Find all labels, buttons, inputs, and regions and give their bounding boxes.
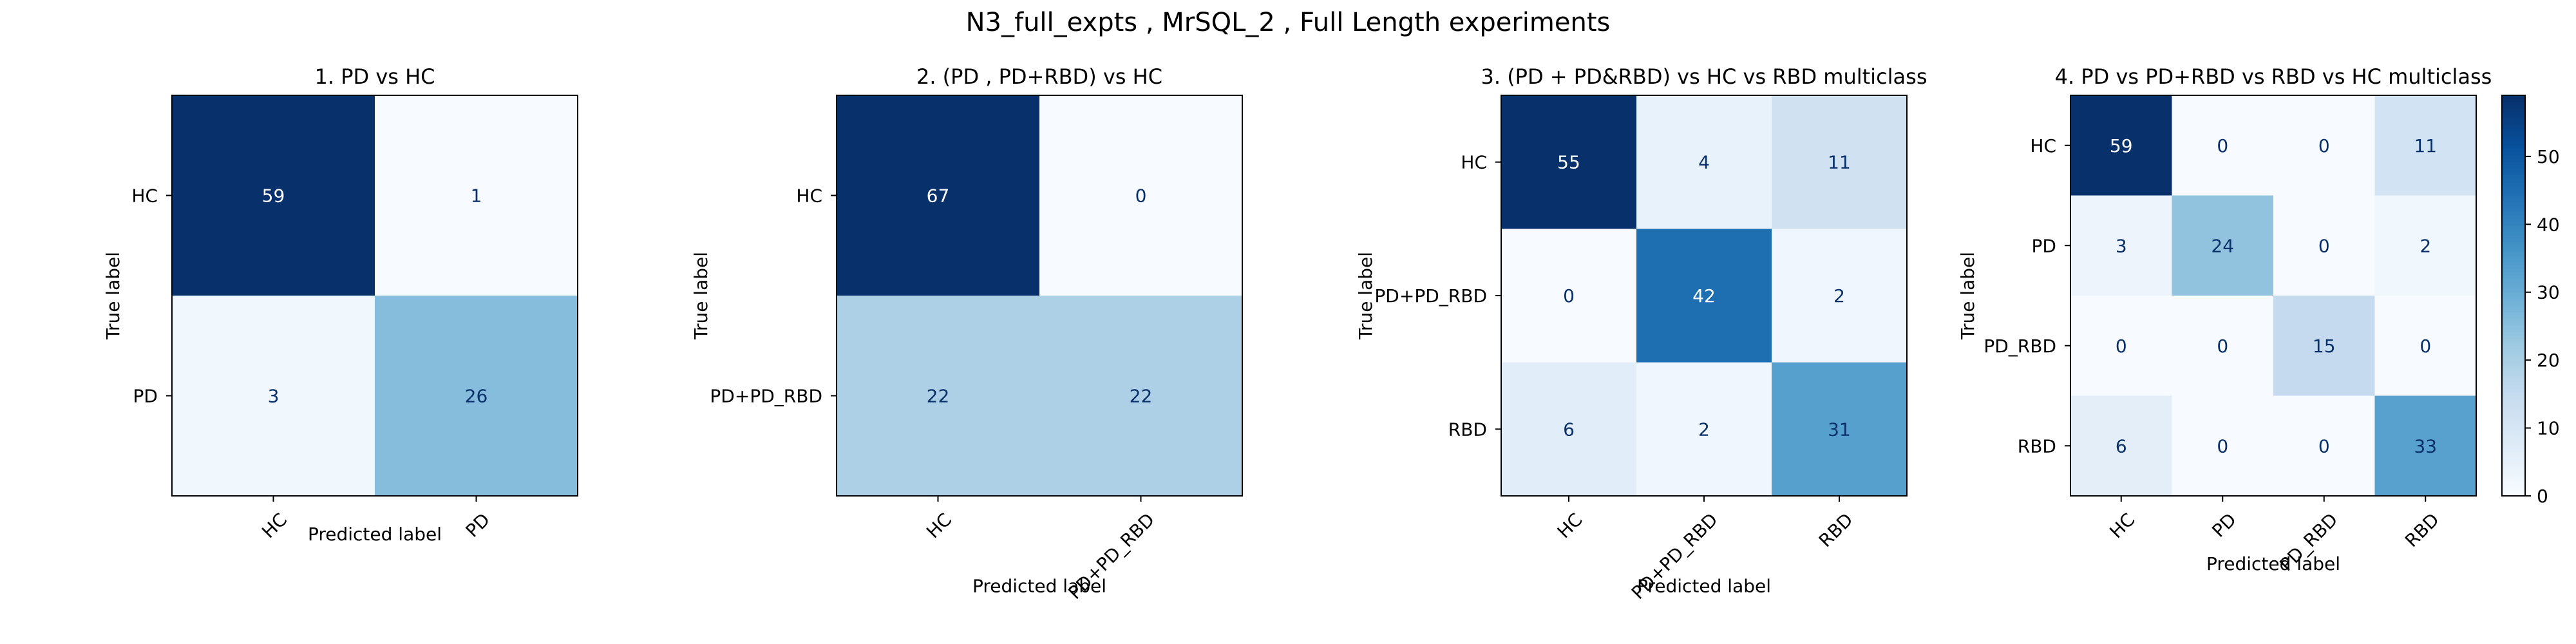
panel-4-value-3-3: 33: [2414, 435, 2437, 457]
panel-2-ytick-label-1: PD+PD_RBD: [710, 386, 822, 407]
panel-4-ylabel: True label: [1957, 252, 1978, 340]
panel-4-title: 4. PD vs PD+RBD vs RBD vs HC multiclass: [2055, 64, 2492, 89]
colorbar-tick-label-2: 20: [2537, 350, 2560, 371]
panel-3-value-0-2: 11: [1828, 152, 1851, 173]
colorbar-tick-label-0: 0: [2537, 486, 2548, 507]
panel-1-xlabel: Predicted label: [308, 524, 442, 545]
panel-4-value-1-1: 24: [2211, 235, 2234, 256]
panel-1-ytick-label-1: PD: [133, 386, 158, 407]
panel-1-title: 1. PD vs HC: [315, 64, 435, 89]
panel-3-ytick-label-0: HC: [1461, 152, 1487, 173]
panel-4-value-0-0: 59: [2110, 135, 2133, 156]
panel-2-ylabel: True label: [690, 252, 712, 340]
panel-3-value-2-1: 2: [1698, 419, 1710, 440]
panel-3-value-0-0: 55: [1557, 152, 1580, 173]
panel-3-value-1-1: 42: [1692, 285, 1716, 307]
panel-4-value-3-0: 6: [2116, 435, 2127, 457]
panel-2-title: 2. (PD , PD+RBD) vs HC: [916, 64, 1162, 89]
panel-3-title: 3. (PD + PD&RBD) vs HC vs RBD multiclass: [1481, 64, 1927, 89]
panel-4-value-3-1: 0: [2217, 435, 2228, 457]
panel-2-value-1-0: 22: [927, 386, 950, 407]
panel-2-ytick-label-0: HC: [796, 185, 822, 207]
panel-4-value-2-0: 0: [2116, 336, 2127, 357]
panel-4-value-2-1: 0: [2217, 336, 2228, 357]
panel-2-value-1-1: 22: [1130, 386, 1153, 407]
panel-1-value-0-1: 1: [471, 185, 482, 207]
panel-4-xlabel: Predicted label: [2206, 553, 2340, 574]
colorbar-tick-label-3: 30: [2537, 282, 2560, 303]
colorbar-tick-label-1: 10: [2537, 418, 2560, 439]
panel-3-value-2-2: 31: [1828, 419, 1851, 440]
panel-3-ylabel: True label: [1355, 252, 1376, 340]
panel-1-ylabel: True label: [102, 252, 124, 340]
panel-1-value-0-0: 59: [262, 185, 285, 207]
panel-4-value-1-2: 0: [2318, 235, 2330, 256]
panel-4-value-0-1: 0: [2217, 135, 2228, 156]
figure-title: N3_full_expts , MrSQL_2 , Full Length ex…: [966, 8, 1611, 37]
panel-3-value-1-0: 0: [1563, 285, 1575, 307]
panel-4-value-1-3: 2: [2420, 235, 2431, 256]
panel-1-value-1-1: 26: [465, 386, 488, 407]
panel-3-xlabel: Predicted label: [1637, 576, 1771, 597]
panel-4-ytick-label-3: RBD: [2018, 435, 2056, 457]
panel-4-value-2-3: 0: [2420, 336, 2431, 357]
panel-4-value-1-0: 3: [2116, 235, 2127, 256]
panel-4-value-0-2: 0: [2318, 135, 2330, 156]
panel-1-ytick-label-0: HC: [131, 185, 158, 207]
panel-4-value-2-2: 15: [2313, 336, 2336, 357]
panel-4-value-3-2: 0: [2318, 435, 2330, 457]
panel-3-ytick-label-2: RBD: [1448, 419, 1487, 440]
panel-4-ytick-label-1: PD: [2032, 235, 2056, 256]
panel-3-value-0-1: 4: [1698, 152, 1710, 173]
colorbar-tick-label-4: 40: [2537, 214, 2560, 235]
panel-3-value-1-2: 2: [1833, 285, 1845, 307]
colorbar-tick-label-5: 50: [2537, 146, 2560, 167]
panel-2-value-0-0: 67: [927, 185, 950, 207]
panel-4-value-0-3: 11: [2414, 135, 2437, 156]
panel-4-ytick-label-2: PD_RBD: [1984, 336, 2056, 357]
panel-2-xlabel: Predicted label: [972, 576, 1106, 597]
panel-2-value-0-1: 0: [1135, 185, 1147, 207]
panel-3-value-2-0: 6: [1563, 419, 1575, 440]
panel-4-ytick-label-0: HC: [2030, 135, 2056, 156]
panel-1-value-1-0: 3: [268, 386, 279, 407]
panel-3-ytick-label-1: PD+PD_RBD: [1374, 285, 1487, 307]
